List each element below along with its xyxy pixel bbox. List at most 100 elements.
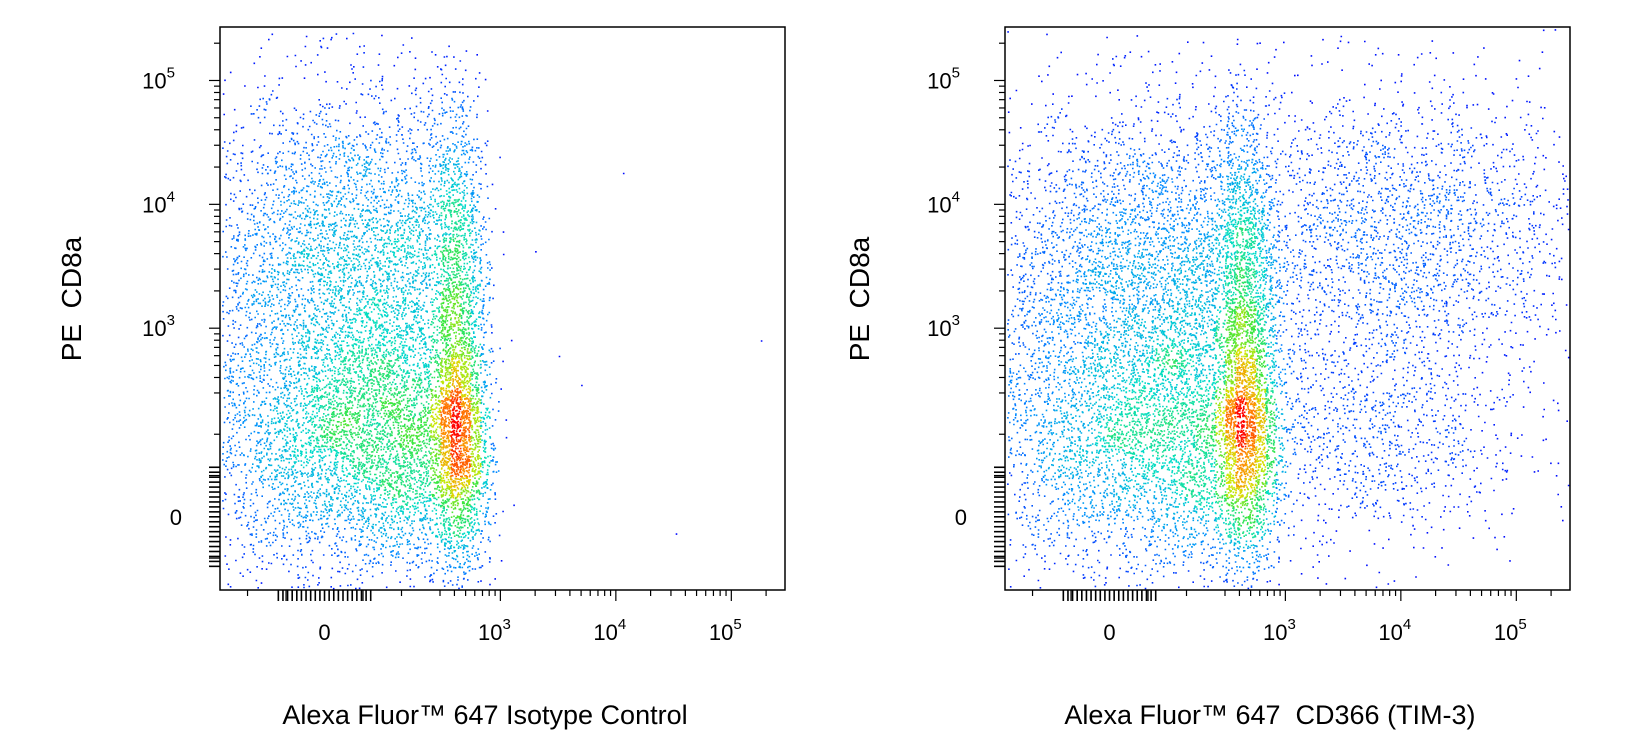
event-dots xyxy=(1125,378,1137,388)
plot-2-y-ticks xyxy=(994,42,1005,568)
event-dots xyxy=(1235,357,1247,369)
event-dots xyxy=(1011,148,1465,558)
plot-1-x-axis-label: Alexa Fluor™ 647 Isotype Control xyxy=(282,700,688,730)
event-dots xyxy=(390,408,402,418)
event-dots xyxy=(1245,427,1257,439)
event-dots xyxy=(450,477,461,489)
event-dots xyxy=(341,238,471,398)
event-dots xyxy=(1215,408,1227,428)
event-dots xyxy=(430,399,482,468)
event-dots xyxy=(440,367,452,379)
event-dots xyxy=(460,357,471,369)
event-dots xyxy=(1165,347,1174,357)
event-dots xyxy=(1235,347,1247,358)
event-dots xyxy=(1126,317,1157,339)
plot-2-y-tick-label: 103 xyxy=(927,312,960,341)
event-dots xyxy=(1226,317,1237,329)
event-dots xyxy=(1236,427,1247,439)
event-dots xyxy=(380,397,392,409)
event-dots xyxy=(440,487,452,499)
event-dots xyxy=(1205,437,1217,449)
event-dots xyxy=(250,157,488,389)
event-dots xyxy=(1215,437,1227,447)
event-dots xyxy=(261,209,439,549)
event-dots xyxy=(470,407,482,478)
plot-1-y-axis-label: PE CD8a xyxy=(56,236,87,362)
event-dots xyxy=(1245,357,1257,369)
event-dots xyxy=(1146,317,1277,398)
event-dots xyxy=(440,407,452,419)
event-dots xyxy=(1235,407,1247,419)
event-dots xyxy=(460,427,472,439)
event-dots xyxy=(351,467,381,489)
event-dots xyxy=(274,120,462,188)
event-dots xyxy=(1245,367,1266,409)
event-dots xyxy=(1009,63,1569,588)
event-dots xyxy=(400,427,412,439)
event-dots xyxy=(1206,477,1217,489)
event-dots xyxy=(450,437,462,448)
event-dots xyxy=(230,117,495,539)
event-dots xyxy=(1235,338,1247,349)
event-dots xyxy=(450,349,462,359)
event-dots xyxy=(1008,436,1010,438)
event-dots xyxy=(1135,457,1167,469)
event-dots xyxy=(1076,277,1226,508)
event-dots xyxy=(1028,58,1562,580)
event-dots xyxy=(470,427,482,449)
plot-2-x-tick-label: 104 xyxy=(1378,616,1411,645)
event-dots xyxy=(440,457,452,469)
event-dots xyxy=(420,337,471,429)
event-dots xyxy=(1135,467,1146,478)
event-dots xyxy=(223,358,232,368)
event-dots xyxy=(1018,130,1516,568)
event-dots xyxy=(226,563,228,565)
event-dots xyxy=(1235,387,1247,458)
event-dots xyxy=(1015,82,1547,587)
event-dots xyxy=(1235,397,1247,408)
plot-1-x-tick-label: 104 xyxy=(593,616,626,645)
event-dots xyxy=(222,71,232,95)
event-dots xyxy=(1125,378,1146,398)
plot-2-y-axis-label: PE CD8a xyxy=(844,236,875,362)
event-dots xyxy=(1235,297,1246,309)
event-dots xyxy=(1225,417,1237,429)
event-dots xyxy=(460,497,472,507)
plot-2-y-tick-label: 105 xyxy=(927,64,960,93)
event-dots xyxy=(460,407,472,419)
event-dots xyxy=(1235,288,1247,299)
event-dots xyxy=(1235,477,1257,499)
event-dots xyxy=(1165,340,1216,397)
event-dots xyxy=(1245,308,1257,319)
event-dots xyxy=(1215,460,1226,469)
event-dots xyxy=(410,417,422,429)
event-dots xyxy=(1255,417,1266,429)
plot-2-x-tick-label: 103 xyxy=(1263,616,1296,645)
plot-2-y-tick-label: 104 xyxy=(927,188,960,217)
event-dots xyxy=(1095,431,1105,439)
event-dots xyxy=(1225,347,1237,359)
event-dots xyxy=(1125,327,1237,547)
event-dots xyxy=(271,147,475,547)
event-dots xyxy=(1235,327,1245,339)
event-dots xyxy=(430,417,442,429)
event-dots xyxy=(1235,377,1247,389)
event-dots xyxy=(332,348,392,398)
event-dots xyxy=(1225,407,1237,419)
event-dots xyxy=(222,334,231,337)
plot-1-x-ticks xyxy=(246,590,767,601)
event-dots xyxy=(450,337,472,358)
event-dots xyxy=(370,357,482,379)
event-dots xyxy=(460,447,472,459)
event-dots xyxy=(1045,62,1566,557)
event-dots xyxy=(1245,317,1256,329)
event-dots xyxy=(1245,387,1256,399)
event-dots xyxy=(1015,108,1536,566)
event-dots xyxy=(1008,208,1416,572)
event-dots xyxy=(440,427,471,479)
event-dots xyxy=(1225,387,1237,399)
event-dots xyxy=(1128,167,1277,509)
event-dots xyxy=(461,207,472,218)
event-dots xyxy=(440,377,452,389)
event-dots xyxy=(1007,319,1015,468)
